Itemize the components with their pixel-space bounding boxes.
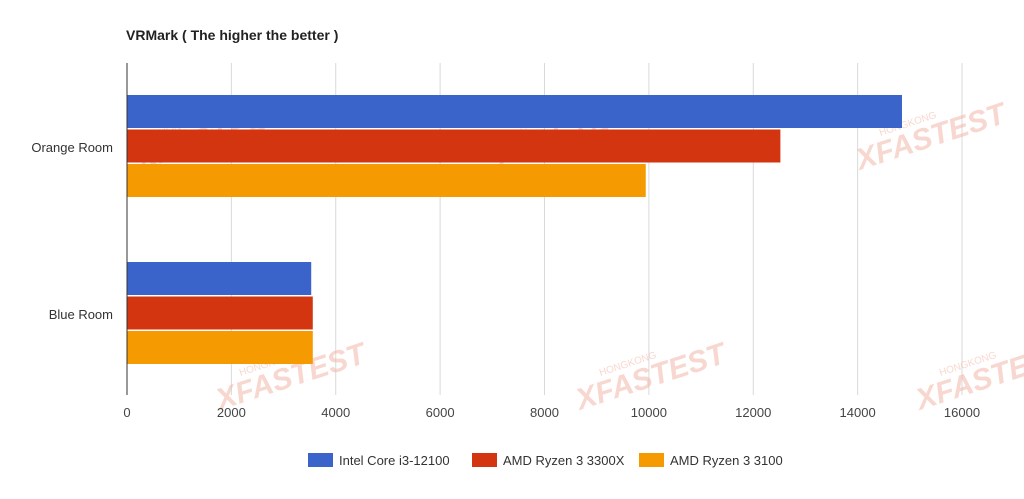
x-tick-label: 14000 <box>840 405 876 420</box>
x-tick-label: 12000 <box>735 405 771 420</box>
x-tick-label: 0 <box>123 405 130 420</box>
bar-intel-core-i3-12100 <box>127 262 312 295</box>
x-tick-label: 2000 <box>217 405 246 420</box>
x-tick-label: 10000 <box>631 405 667 420</box>
x-tick-label: 6000 <box>426 405 455 420</box>
bar-intel-core-i3-12100 <box>127 95 902 128</box>
legend-swatch <box>472 453 497 467</box>
legend-label: AMD Ryzen 3 3100 <box>670 453 783 468</box>
y-category-label: Blue Room <box>49 307 113 322</box>
x-tick-label: 4000 <box>321 405 350 420</box>
bar-amd-ryzen-3-3300x <box>127 296 313 330</box>
x-tick-label: 8000 <box>530 405 559 420</box>
legend-label: AMD Ryzen 3 3300X <box>503 453 625 468</box>
legend-label: Intel Core i3-12100 <box>339 453 450 468</box>
legend-swatch <box>308 453 333 467</box>
bar-amd-ryzen-3-3100 <box>127 164 646 197</box>
bar-amd-ryzen-3-3100 <box>127 331 313 364</box>
y-category-label: Orange Room <box>31 140 113 155</box>
x-tick-label: 16000 <box>944 405 980 420</box>
legend-swatch <box>639 453 664 467</box>
chart-title: VRMark ( The higher the better ) <box>126 27 338 43</box>
bar-amd-ryzen-3-3300x <box>127 129 781 163</box>
axis-group: 0 2000 4000 6000 8000 10000 12000 14000 16000 Ora… <box>31 63 980 420</box>
legend: Intel Core i3-12100 AMD Ryzen 3 3300X AMD … <box>308 453 783 468</box>
bars-group <box>127 95 902 364</box>
